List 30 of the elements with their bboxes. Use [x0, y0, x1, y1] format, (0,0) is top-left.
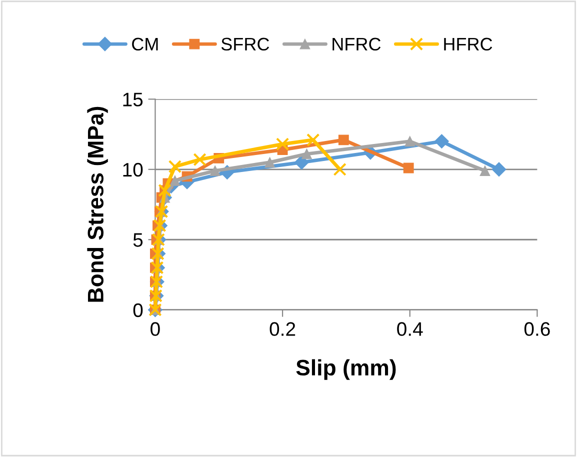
- point: [193, 152, 206, 166]
- point: [168, 160, 182, 174]
- y-tick-label: 15: [123, 92, 143, 106]
- legend-label: CM: [132, 38, 158, 51]
- x-tick-label: 0.2: [270, 322, 296, 336]
- point: [404, 136, 416, 147]
- point: [492, 162, 506, 177]
- point: [294, 155, 309, 170]
- point: [434, 134, 449, 149]
- y-tick-label: 0: [133, 303, 143, 318]
- y-tick-label: 10: [123, 162, 143, 177]
- point: [210, 166, 220, 176]
- x-axis-title: Slip (mm): [296, 359, 396, 380]
- legend-label: SFRC: [221, 38, 270, 51]
- point: [480, 166, 490, 176]
- point: [338, 134, 349, 146]
- y-axis-title: Bond Stress (MPa): [87, 106, 108, 302]
- x-tick-label: 0.4: [397, 322, 423, 336]
- point: [333, 162, 346, 176]
- legend-label: NFRC: [332, 38, 381, 51]
- x-tick-label: 0.6: [524, 322, 550, 336]
- point: [403, 162, 414, 174]
- y-tick-label: 5: [133, 233, 143, 247]
- point: [264, 157, 276, 168]
- point: [170, 175, 180, 186]
- legend-label: HFRC: [444, 38, 492, 51]
- point: [276, 138, 290, 151]
- x-tick-label: 0: [150, 322, 160, 336]
- point: [302, 148, 312, 160]
- point: [306, 133, 320, 146]
